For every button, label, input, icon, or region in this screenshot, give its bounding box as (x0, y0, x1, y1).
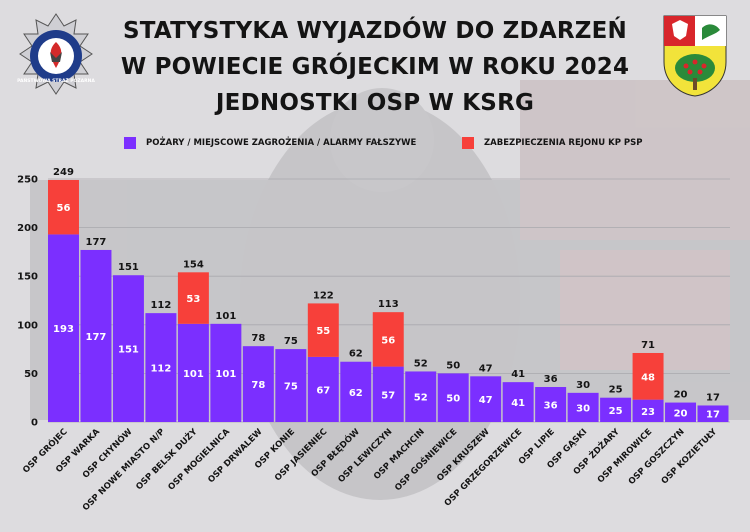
x-tick-label: OSP GOSZCZYN (627, 427, 687, 487)
bar-value-secondary: 56 (381, 335, 395, 346)
bar-value-primary: 101 (183, 369, 204, 380)
x-tick-label: OSP GOŚNIEWICE (392, 426, 460, 494)
bar-value-secondary: 56 (57, 203, 71, 214)
bar-total-label: 62 (349, 349, 363, 360)
bar-segment-primary (697, 405, 729, 422)
bar-segment-primary (405, 371, 437, 422)
bar-segment-primary (145, 313, 177, 422)
bar-total-label: 101 (215, 311, 236, 322)
bar-segment-secondary (632, 352, 664, 400)
bar-total-label: 17 (706, 392, 720, 403)
bar-total-label: 47 (479, 363, 493, 374)
bar-total-label: 30 (576, 380, 590, 391)
bar-segment-primary (275, 349, 307, 422)
bar-total-label: 151 (118, 262, 139, 273)
bar-segment-primary (80, 249, 112, 422)
bar-segment-secondary (177, 272, 209, 324)
bar-total-label: 52 (414, 358, 428, 369)
bar-value-secondary: 55 (316, 326, 330, 337)
bar-total-label: 50 (446, 360, 460, 371)
bar-value-primary: 193 (53, 324, 74, 335)
bar-value-primary: 20 (674, 408, 688, 419)
bar-segment-primary (470, 376, 502, 422)
bar-total-label: 36 (544, 374, 558, 385)
bar-total-label: 154 (183, 259, 204, 270)
bar-value-primary: 75 (284, 382, 298, 393)
y-tick-label: 200 (17, 223, 38, 234)
bar-value-primary: 25 (609, 406, 623, 417)
bar-value-secondary: 48 (641, 372, 655, 383)
bar-segment-primary (242, 346, 274, 422)
bar-total-label: 41 (511, 369, 525, 380)
bar-total-label: 249 (53, 167, 74, 178)
bar-segment-secondary (372, 312, 404, 367)
bar-value-primary: 67 (316, 385, 330, 396)
bar-value-primary: 23 (641, 407, 655, 418)
bar-segment-primary (372, 366, 404, 422)
title-line-3: JEDNOSTKI OSP W KSRG (215, 90, 535, 116)
bar-segment-primary (632, 399, 664, 422)
bar-value-primary: 177 (86, 332, 107, 343)
fire-service-emblem-icon: PAŃSTWOWA STRAŻ POŻARNA (17, 13, 95, 95)
bar-segment-primary (210, 323, 242, 422)
bar-value-primary: 17 (706, 410, 720, 421)
bar-segment-primary (600, 397, 632, 422)
y-tick-label: 50 (24, 369, 38, 380)
legend-swatch-primary (124, 137, 136, 149)
legend-label-primary: POŻARY / MIEJSCOWE ZAGROŻENIA / ALARMY F… (146, 138, 417, 148)
y-tick-label: 0 (31, 418, 38, 429)
bar-total-label: 122 (313, 290, 334, 301)
bar-value-primary: 62 (349, 388, 363, 399)
bar-value-primary: 30 (576, 403, 590, 414)
bar-segment-secondary (307, 303, 339, 357)
bar-total-label: 71 (641, 340, 655, 351)
bar-total-label: 25 (609, 385, 623, 396)
bar-total-label: 113 (378, 299, 399, 310)
bar-total-label: 20 (674, 390, 688, 401)
y-tick-label: 150 (17, 272, 38, 283)
bar-value-primary: 78 (251, 380, 265, 391)
x-tick-label: OSP KOZIETUŁY (660, 426, 720, 486)
bar-segment-primary (177, 323, 209, 422)
bar-total-label: 177 (86, 237, 107, 248)
x-tick-label: OSP BELSK DUŻY (134, 426, 200, 492)
bar-value-primary: 101 (215, 369, 236, 380)
legend-swatch-secondary (462, 137, 474, 149)
bar-value-primary: 50 (446, 394, 460, 405)
bar-segment-primary (665, 402, 697, 422)
bar-segment-secondary (48, 179, 79, 235)
bar-value-secondary: 53 (186, 294, 200, 305)
title-line-1: STATYSTYKA WYJAZDÓW DO ZDARZEŃ (122, 18, 627, 44)
title-line-2: W POWIECIE GRÓJECKIM W ROKU 2024 (120, 54, 630, 80)
county-coat-of-arms-icon (663, 15, 727, 97)
x-tick-label: OSP MOGIELNICA (166, 427, 232, 493)
bar-segment-primary (535, 387, 567, 422)
y-tick-label: 250 (17, 175, 38, 186)
bar-value-primary: 57 (381, 390, 395, 401)
bar-segment-primary (437, 373, 469, 422)
bar-segment-primary (340, 361, 372, 422)
bar-segment-primary (112, 275, 144, 422)
bar-value-primary: 112 (150, 364, 171, 375)
bar-segment-primary (48, 234, 79, 422)
bar-value-primary: 151 (118, 345, 139, 356)
legend-label-secondary: ZABEZPIECZENIA REJONU KP PSP (484, 138, 643, 148)
bar-value-primary: 41 (511, 398, 525, 409)
bar-value-primary: 52 (414, 393, 428, 404)
bar-total-label: 78 (251, 333, 265, 344)
legend-item-primary: POŻARY / MIEJSCOWE ZAGROŻENIA / ALARMY F… (124, 136, 416, 150)
bar-segment-primary (307, 356, 339, 422)
bar-value-primary: 47 (479, 395, 493, 406)
bar-total-label: 75 (284, 336, 298, 347)
bar-value-primary: 36 (544, 401, 558, 412)
y-tick-label: 100 (17, 320, 38, 331)
emblem-text: PAŃSTWOWA STRAŻ POŻARNA (17, 76, 95, 84)
bar-segment-primary (567, 392, 599, 422)
bar-total-label: 112 (150, 300, 171, 311)
x-tick-label: OSP DRWALEW (206, 427, 265, 486)
legend-item-secondary: ZABEZPIECZENIA REJONU KP PSP (462, 136, 642, 150)
bar-segment-primary (502, 382, 534, 422)
